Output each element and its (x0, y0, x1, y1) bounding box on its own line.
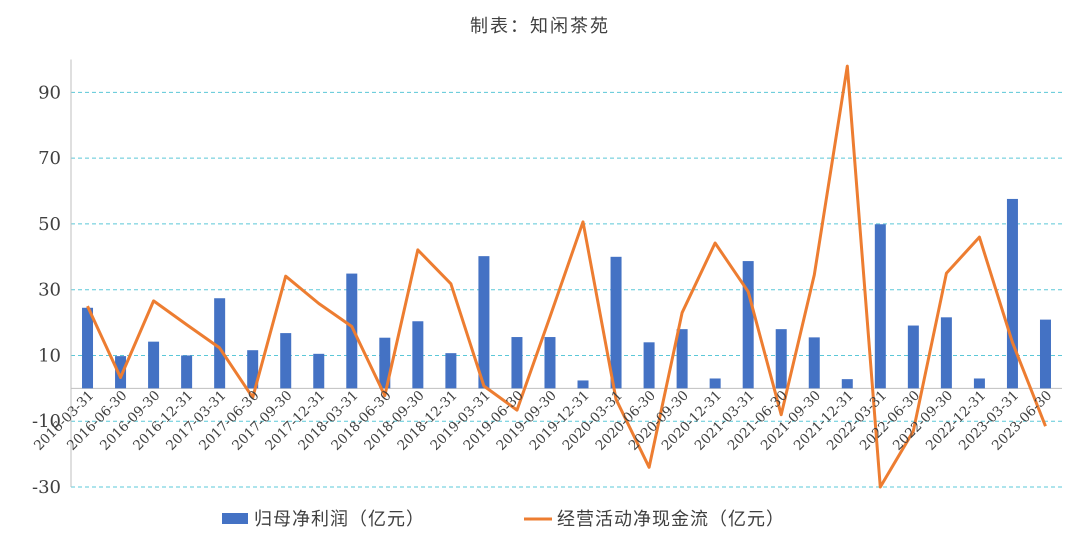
bar (346, 273, 358, 389)
bar (874, 224, 886, 389)
legend-label-bar: 归母净利润（亿元） (254, 509, 425, 530)
y-tick-label: 30 (38, 280, 61, 301)
bar (709, 378, 721, 389)
bar (907, 325, 919, 389)
bar (940, 317, 952, 389)
bar (280, 333, 292, 389)
bar (841, 379, 853, 389)
bar (973, 378, 985, 389)
bar (148, 341, 160, 389)
y-tick-label: 10 (38, 345, 61, 366)
bar (313, 353, 325, 389)
x-axis: 2016-03-312016-06-302016-09-302016-12-31… (31, 388, 1055, 454)
legend: 归母净利润（亿元） 经营活动净现金流（亿元） (222, 509, 785, 530)
bar (115, 356, 127, 389)
bar (643, 342, 655, 389)
bar (808, 337, 820, 389)
chart-title: 制表：知闲茶苑 (470, 16, 610, 37)
bar (82, 307, 94, 389)
y-tick-label: 90 (38, 82, 61, 103)
legend-label-line: 经营活动净现金流（亿元） (557, 509, 785, 530)
y-tick-label: -10 (32, 411, 61, 432)
bar (247, 350, 259, 389)
y-axis: -30 -10 10 30 50 70 90 (32, 59, 72, 498)
bar (511, 337, 523, 389)
gridlines (71, 91, 1062, 488)
bar (379, 337, 391, 389)
bar (412, 321, 424, 389)
series-line (86, 64, 1047, 489)
line-series (86, 64, 1047, 489)
bar (1039, 319, 1051, 389)
bar (610, 256, 622, 389)
bar (544, 337, 556, 389)
y-tick-label: -30 (32, 477, 61, 498)
legend-swatch-bar (222, 513, 248, 524)
bar (445, 353, 457, 389)
bar (478, 256, 490, 389)
bar (676, 329, 688, 389)
bar (775, 329, 787, 389)
bar (1006, 198, 1018, 389)
y-tick-label: 70 (38, 148, 61, 169)
bar-series (82, 198, 1051, 389)
y-tick-label: 50 (38, 214, 61, 235)
bar (214, 298, 226, 389)
bar (181, 355, 193, 389)
bar (577, 380, 589, 389)
bar (742, 261, 754, 389)
